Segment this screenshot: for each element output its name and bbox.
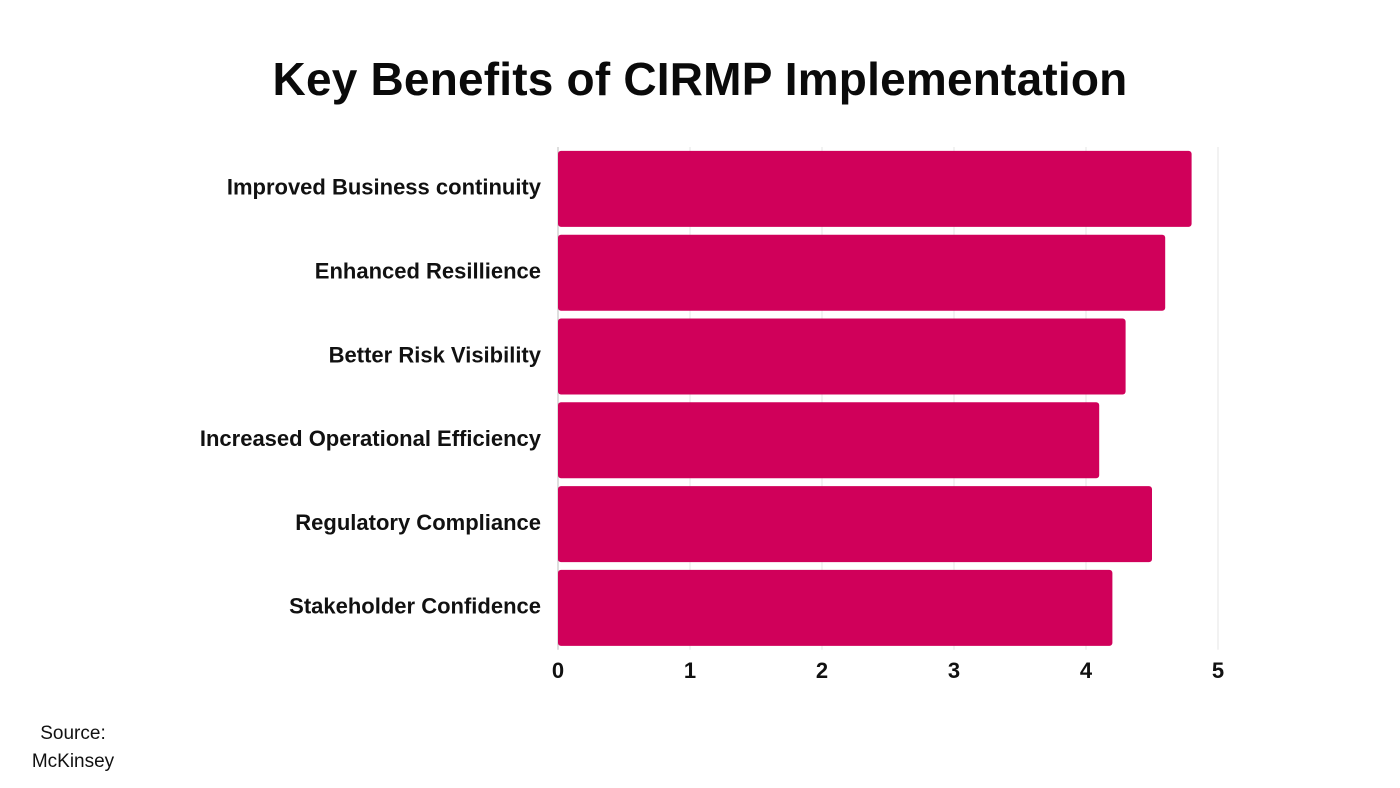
- x-tick-label: 2: [816, 658, 828, 683]
- bar: [558, 402, 1100, 479]
- bar: [558, 318, 1126, 395]
- x-tick-label: 4: [1080, 658, 1093, 683]
- source-name: McKinsey: [31, 751, 115, 772]
- x-tick-label: 3: [948, 658, 960, 683]
- source-label: Source:: [40, 723, 106, 744]
- x-tick-label: 1: [684, 658, 696, 683]
- category-label: Better Risk Visibility: [329, 342, 542, 367]
- category-label: Enhanced Resillience: [315, 259, 541, 284]
- source-note: Source: McKinsey: [18, 720, 128, 776]
- bar: [558, 234, 1166, 311]
- category-label: Regulatory Compliance: [295, 510, 541, 535]
- bars: [558, 150, 1192, 646]
- category-label: Increased Operational Efficiency: [200, 426, 542, 451]
- chart-title: Key Benefits of CIRMP Implementation: [272, 53, 1128, 105]
- x-tick-label: 0: [552, 658, 564, 683]
- category-labels: Improved Business continuity Enhanced Res…: [200, 175, 542, 619]
- category-label: Improved Business continuity: [227, 175, 542, 200]
- bar: [558, 150, 1192, 227]
- x-axis-ticks: 0 1 2 3 4 5: [552, 658, 1224, 683]
- category-label: Stakeholder Confidence: [289, 594, 541, 619]
- x-tick-label: 5: [1212, 658, 1224, 683]
- bar: [558, 569, 1113, 646]
- bar: [558, 486, 1152, 563]
- grid-lines: [557, 147, 1219, 650]
